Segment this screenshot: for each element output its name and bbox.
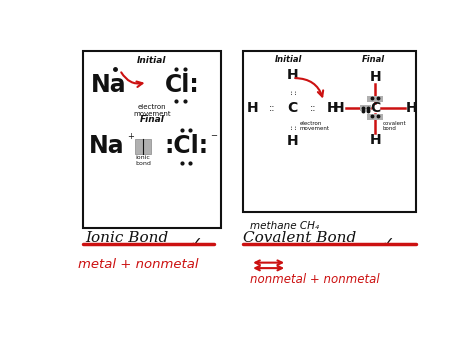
Text: electron
movement: electron movement <box>133 104 171 117</box>
Text: H: H <box>287 69 298 82</box>
Text: electron
movement: electron movement <box>300 120 330 131</box>
Bar <box>83 51 221 229</box>
Text: Na: Na <box>89 135 125 158</box>
Text: Covalent Bond: Covalent Bond <box>243 231 356 245</box>
Text: H: H <box>369 70 381 84</box>
Text: Ionic Bond: Ionic Bond <box>85 231 168 245</box>
Text: methane CH₄: methane CH₄ <box>250 221 319 231</box>
Text: metal + nonmetal: metal + nonmetal <box>78 257 198 271</box>
Bar <box>367 114 383 120</box>
Text: H: H <box>327 101 339 115</box>
Text: ::: :: <box>288 87 298 94</box>
Text: nonmetal + nonmetal: nonmetal + nonmetal <box>250 273 380 285</box>
Text: +: + <box>127 132 134 141</box>
Text: Initial: Initial <box>275 55 302 64</box>
Text: C: C <box>370 101 380 115</box>
Text: covalent
bond: covalent bond <box>383 120 406 131</box>
Text: ✓: ✓ <box>382 235 394 250</box>
Text: Final: Final <box>139 115 164 124</box>
Bar <box>367 96 383 102</box>
Text: Final: Final <box>362 55 385 64</box>
Text: ::: :: <box>310 103 316 113</box>
Text: H: H <box>406 101 418 115</box>
Text: ionic
bond: ionic bond <box>135 155 151 166</box>
Text: Na: Na <box>91 73 127 97</box>
Text: :Cl:: :Cl: <box>164 135 208 158</box>
Bar <box>360 105 371 111</box>
Bar <box>243 51 416 212</box>
Text: H: H <box>369 133 381 147</box>
Text: −: − <box>210 132 217 141</box>
Text: H: H <box>333 101 344 115</box>
Text: C: C <box>287 101 298 115</box>
Text: ✓: ✓ <box>190 235 202 250</box>
Text: H: H <box>287 134 298 148</box>
Text: Initial: Initial <box>137 56 167 65</box>
Text: ::: :: <box>288 123 298 129</box>
Text: H: H <box>246 101 258 115</box>
Text: Cl:: Cl: <box>165 73 200 97</box>
Bar <box>135 139 151 154</box>
Text: ::: :: <box>269 103 275 113</box>
